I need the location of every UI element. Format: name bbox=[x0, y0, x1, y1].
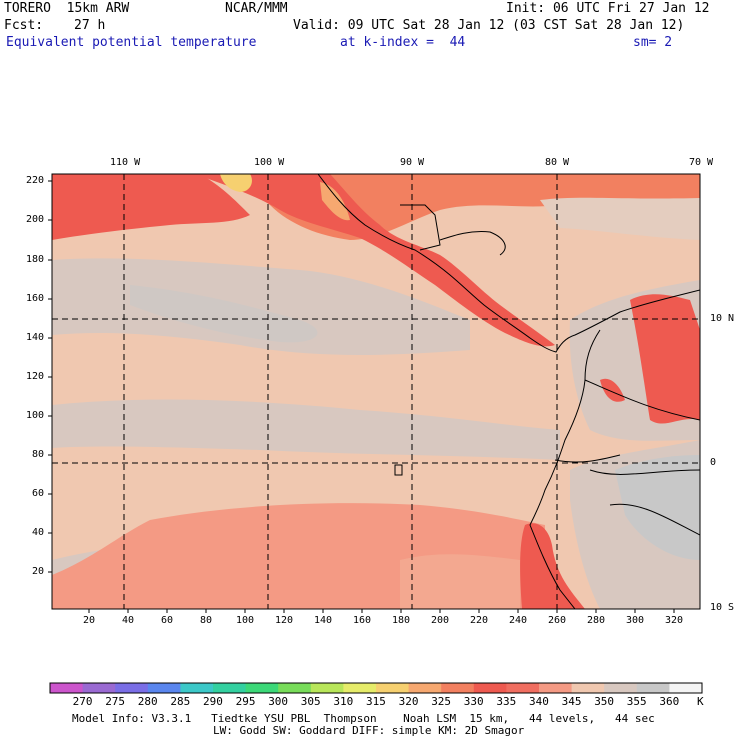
y-tick-label: 180 bbox=[25, 254, 44, 265]
colorbar-tick-label: 330 bbox=[463, 695, 484, 708]
x-tick-label: 140 bbox=[314, 615, 333, 626]
colorbar-swatch bbox=[669, 683, 703, 693]
x-tick-label: 180 bbox=[392, 615, 411, 626]
coastlines bbox=[317, 174, 700, 609]
colorbar-tick-label: 305 bbox=[300, 695, 321, 708]
x-tick-label: 200 bbox=[431, 615, 450, 626]
colorbar-swatch bbox=[278, 683, 312, 693]
colorbar-swatch bbox=[539, 683, 573, 693]
y-tick-label: 20 bbox=[31, 566, 44, 577]
colorbar-swatch bbox=[343, 683, 377, 693]
colorbar-tick-label: 285 bbox=[170, 695, 191, 708]
colorbar-swatch bbox=[571, 683, 605, 693]
x-tick-label: 20 bbox=[83, 615, 96, 626]
colorbar-tick-label: 360 bbox=[659, 695, 680, 708]
colorbar-swatch bbox=[408, 683, 442, 693]
colorbar-tick-label: 320 bbox=[398, 695, 419, 708]
model-name: TORERO 15km ARW bbox=[4, 1, 130, 16]
physics-info: LW: Godd SW: Goddard DIFF: simple KM: 2D… bbox=[213, 724, 525, 737]
level-label: at k-index = 44 bbox=[340, 35, 466, 50]
init-time: Init: 06 UTC Fri 27 Jan 12 bbox=[506, 1, 710, 16]
colorbar-tick-label: 295 bbox=[235, 695, 256, 708]
colorbar-swatch bbox=[147, 683, 181, 693]
model-info: Model Info: V3.3.1 Tiedtke YSU PBL Thomp… bbox=[72, 712, 655, 725]
x-tick-label: 300 bbox=[626, 615, 645, 626]
y-tick-label: 100 bbox=[25, 410, 44, 421]
colorbar-tick-label: 270 bbox=[72, 695, 93, 708]
colorbar-swatch bbox=[213, 683, 247, 693]
colorbar-swatch bbox=[473, 683, 507, 693]
forecast-label: Fcst: bbox=[4, 18, 44, 33]
x-tick-label: 80 bbox=[200, 615, 213, 626]
colorbar-swatch bbox=[115, 683, 149, 693]
y-tick-label: 40 bbox=[31, 527, 44, 538]
colorbar-frame bbox=[49, 682, 703, 694]
colorbar-unit: K bbox=[697, 695, 704, 708]
colorbar-tick-label: 335 bbox=[496, 695, 517, 708]
forecast-hours: 27 h bbox=[74, 18, 106, 33]
lat-label: 10 N bbox=[710, 313, 735, 324]
colorbar-swatch bbox=[506, 683, 540, 693]
colorbar-tick-label: 340 bbox=[529, 695, 549, 708]
colorbar-swatch bbox=[82, 683, 116, 693]
colorbar-swatch bbox=[604, 683, 638, 693]
y-tick-label: 200 bbox=[25, 214, 44, 225]
colorbar-swatch bbox=[310, 683, 344, 693]
colorbar-swatch bbox=[180, 683, 214, 693]
lat-label: 10 S bbox=[710, 602, 735, 613]
y-tick-label: 160 bbox=[25, 293, 44, 304]
center-name: NCAR/MMM bbox=[225, 1, 288, 16]
x-tick-label: 260 bbox=[548, 615, 567, 626]
lon-label: 70 W bbox=[689, 157, 714, 168]
x-tick-label: 100 bbox=[236, 615, 255, 626]
colorbar-tick-label: 290 bbox=[203, 695, 223, 708]
colorbar-tick-label: 325 bbox=[431, 695, 452, 708]
lon-label: 100 W bbox=[254, 157, 285, 168]
colorbar-swatch bbox=[245, 683, 279, 693]
x-tick-label: 60 bbox=[161, 615, 174, 626]
colorbar-swatch bbox=[636, 683, 670, 693]
smoothing-label: sm= 2 bbox=[633, 35, 673, 50]
lon-label: 80 W bbox=[545, 157, 570, 168]
lat-label: 0 bbox=[710, 457, 717, 468]
x-tick-label: 40 bbox=[122, 615, 135, 626]
x-tick-label: 220 bbox=[470, 615, 489, 626]
colorbar-tick-label: 310 bbox=[333, 695, 354, 708]
x-tick-label: 320 bbox=[665, 615, 684, 626]
plot-frame bbox=[51, 173, 701, 610]
y-tick-label: 120 bbox=[25, 371, 44, 382]
tick-marks bbox=[48, 180, 675, 613]
colorbar-swatch bbox=[376, 683, 410, 693]
field-name: Equivalent potential temperature bbox=[6, 35, 257, 50]
lon-label: 90 W bbox=[400, 157, 425, 168]
colorbar-tick-label: 280 bbox=[137, 695, 158, 708]
y-tick-label: 140 bbox=[25, 332, 44, 343]
colorbar-tick-label: 345 bbox=[561, 695, 582, 708]
colorbar-swatch bbox=[441, 683, 475, 693]
y-tick-label: 80 bbox=[31, 449, 44, 460]
colorbar-tick-label: 300 bbox=[268, 695, 289, 708]
y-tick-label: 220 bbox=[25, 175, 44, 186]
colorbar-tick-label: 275 bbox=[105, 695, 126, 708]
latlon-grid bbox=[52, 174, 700, 609]
field-shading bbox=[52, 174, 700, 609]
colorbar-tick-label: 350 bbox=[594, 695, 615, 708]
y-tick-label: 60 bbox=[31, 488, 44, 499]
colorbar-tick-label: 355 bbox=[626, 695, 647, 708]
x-tick-label: 280 bbox=[587, 615, 606, 626]
colorbar-swatch bbox=[50, 683, 84, 693]
x-tick-label: 120 bbox=[275, 615, 294, 626]
x-tick-label: 160 bbox=[353, 615, 372, 626]
x-tick-label: 240 bbox=[509, 615, 528, 626]
colorbar-tick-label: 315 bbox=[366, 695, 386, 708]
valid-time: Valid: 09 UTC Sat 28 Jan 12 (03 CST Sat … bbox=[293, 18, 685, 33]
lon-label: 110 W bbox=[110, 157, 141, 168]
colorbar bbox=[49, 682, 703, 694]
